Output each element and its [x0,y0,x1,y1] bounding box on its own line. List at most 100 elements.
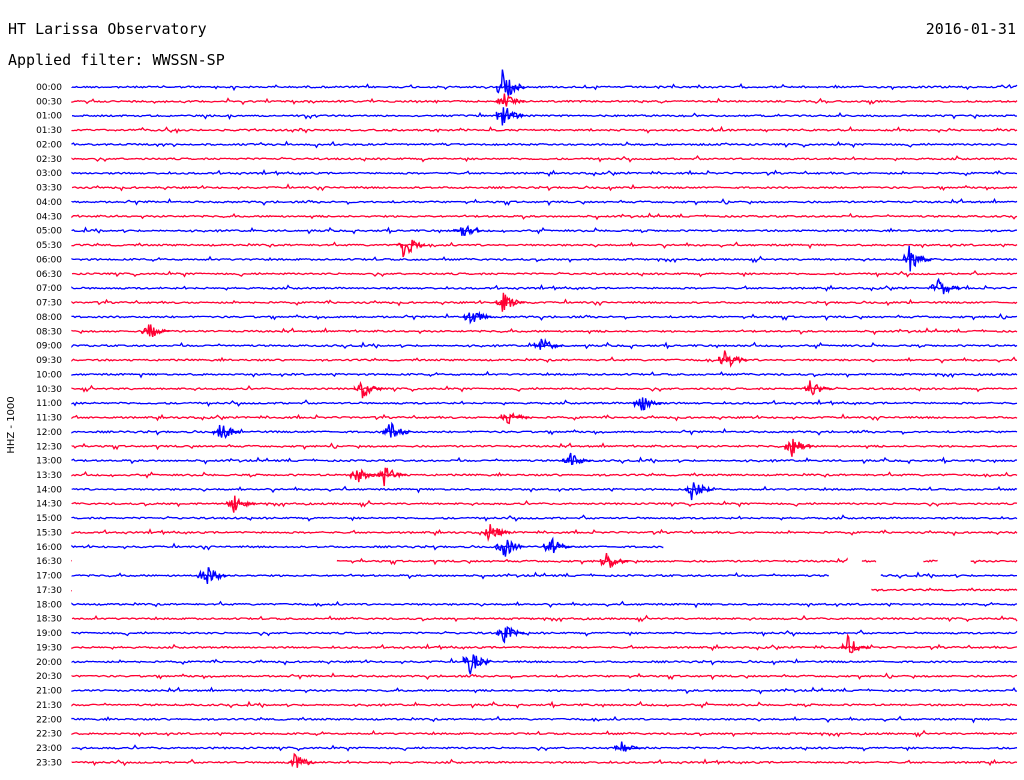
trace-2030 [71,672,1018,681]
event-spike [495,539,525,557]
time-label: 01:30 [36,126,62,136]
trace-0600 [71,255,1018,264]
trace-1500 [71,514,1018,522]
data-gap [72,584,872,596]
time-label: 20:30 [36,672,62,682]
event-spike [495,625,525,644]
trace-1230 [71,442,1018,451]
time-label: 02:30 [36,155,62,165]
time-label: 16:00 [36,543,62,553]
trace-1900 [71,629,1018,637]
trace-0530 [71,241,1018,250]
trace-1130 [71,413,1018,422]
event-spike [599,552,630,568]
trace-0130 [71,125,1018,135]
event-spike [462,654,492,675]
trace-1300 [71,456,1018,465]
trace-1930 [71,643,1018,652]
data-gap [663,540,1019,553]
trace-2230 [71,729,1017,738]
data-gap [828,569,881,582]
time-label: 18:30 [36,615,62,625]
trace-1330 [71,470,1018,479]
time-label: 11:00 [36,399,62,409]
trace-2330 [71,758,1018,767]
trace-0930 [71,356,1018,364]
trace-1000 [71,370,1018,379]
time-label: 00:00 [36,83,62,93]
time-label: 10:00 [36,370,62,380]
filter-label: Applied filter: WWSSN-SP [8,51,225,69]
trace-0430 [71,212,1018,221]
time-label: 06:00 [36,255,62,265]
time-label: 23:00 [36,744,62,754]
time-label: 14:30 [36,500,62,510]
time-label: 10:30 [36,385,62,395]
time-label: 00:30 [36,97,62,107]
event-spike [353,380,384,399]
station-title: HT Larissa Observatory [8,20,207,38]
trace-1100 [71,398,1018,407]
time-label: 21:30 [36,701,62,711]
event-spike [396,239,426,258]
events [140,69,961,768]
time-label: 13:00 [36,457,62,467]
event-spike [533,337,563,350]
event-spike [613,741,643,752]
event-spike [632,397,663,411]
time-label: 09:30 [36,356,62,366]
trace-0030 [71,97,1018,106]
time-label: 15:00 [36,514,62,524]
event-spike [495,69,525,97]
event-spike [684,482,715,501]
event-spike [561,452,591,466]
time-label: 07:00 [36,284,62,294]
event-spike [481,524,511,542]
event-spike [382,421,412,438]
time-label: 16:30 [36,557,62,567]
time-label: 15:30 [36,528,62,538]
event-spike [841,633,870,654]
trace-0330 [71,183,1018,192]
record-date: 2016-01-31 [925,20,1016,38]
time-label: 03:30 [36,184,62,194]
y-axis-label: HHZ - 1000 [6,396,17,453]
time-label: 12:30 [36,442,62,452]
time-label: 19:00 [36,629,62,639]
event-spike [543,536,573,554]
data-gap [847,555,862,568]
trace-0630 [71,269,1018,278]
time-label: 13:30 [36,471,62,481]
traces [71,82,1018,767]
time-label: 03:00 [36,169,62,179]
event-spike [226,495,256,513]
time-label: 04:30 [36,212,62,222]
event-spike [197,565,227,585]
time-label: 17:00 [36,572,62,582]
time-label: 19:30 [36,643,62,653]
time-label: 20:00 [36,658,62,668]
time-label: 23:30 [36,758,62,768]
trace-1430 [71,499,1018,508]
trace-1030 [71,384,1018,393]
event-spike [377,467,407,487]
data-gaps [72,540,1019,596]
trace-1400 [71,485,1018,494]
time-label: 22:30 [36,730,62,740]
data-gap [876,555,924,568]
trace-2200 [71,715,1018,724]
data-gap [937,555,971,568]
time-label: 17:30 [36,586,62,596]
event-spike [803,380,833,396]
trace-0500 [71,226,1018,235]
time-label: 11:30 [36,414,62,424]
event-spike [784,438,814,457]
trace-1530 [71,528,1018,537]
event-spike [930,277,961,295]
event-spike [462,310,492,325]
time-label: 14:00 [36,485,62,495]
event-spike [500,412,530,425]
time-label: 02:00 [36,140,62,150]
time-label: 05:00 [36,227,62,237]
